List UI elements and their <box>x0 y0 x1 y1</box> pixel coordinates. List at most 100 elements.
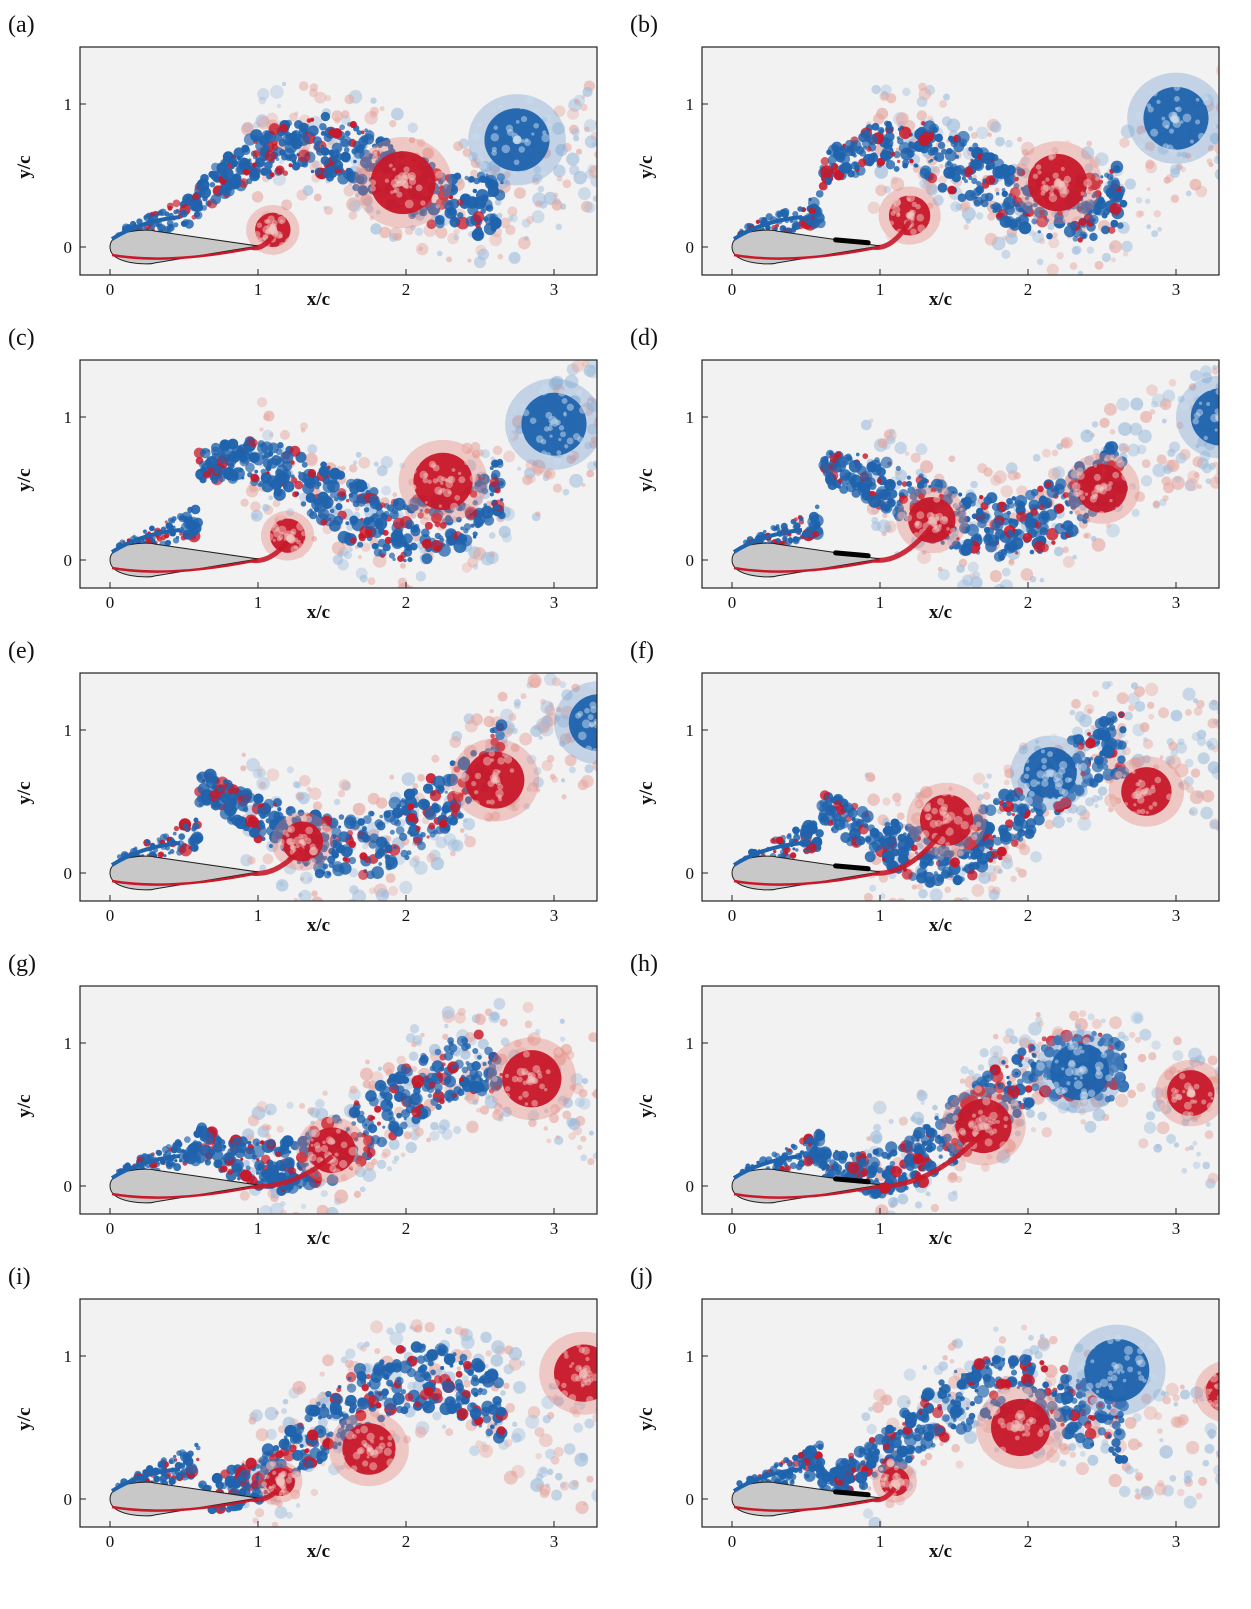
x-tick-label: 0 <box>106 906 115 925</box>
x-tick-label: 0 <box>106 280 115 299</box>
airfoil <box>731 841 881 891</box>
flap-plate <box>833 237 871 246</box>
vorticity-field <box>80 986 597 1214</box>
x-tick-label: 1 <box>876 906 885 925</box>
x-tick-label: 1 <box>876 280 885 299</box>
airfoil <box>109 841 259 891</box>
vorticity-field <box>80 360 597 588</box>
x-tick-label: 0 <box>106 593 115 612</box>
x-tick-label: 1 <box>876 593 885 612</box>
vorticity-panel: (h) 0 1 2 3 0 1 x/c y/c <box>630 951 1220 1249</box>
x-tick-label: 3 <box>550 1532 559 1551</box>
y-tick-label: 1 <box>64 95 73 114</box>
airfoil <box>109 528 259 578</box>
x-axis-label: x/c <box>929 1541 952 1562</box>
x-tick-label: 3 <box>1172 1532 1181 1551</box>
y-axis-label: y/c <box>636 781 657 804</box>
x-axis-label: x/c <box>307 1228 330 1249</box>
vorticity-field <box>702 986 1219 1214</box>
vorticity-field <box>80 673 597 901</box>
y-axis-label: y/c <box>14 1094 35 1117</box>
x-axis-label: x/c <box>307 289 330 310</box>
airfoil <box>109 1467 259 1517</box>
panel-label: (h) <box>630 951 658 977</box>
vorticity-panel: (g) 0 1 2 3 0 1 x/c y/c <box>8 951 598 1249</box>
x-tick-label: 1 <box>876 1219 885 1238</box>
y-axis-label: y/c <box>636 1407 657 1430</box>
x-tick-label: 2 <box>402 1532 411 1551</box>
y-axis-label: y/c <box>636 468 657 491</box>
y-tick-label: 0 <box>686 864 695 883</box>
x-tick-label: 2 <box>1024 906 1033 925</box>
y-tick-label: 1 <box>686 1347 695 1366</box>
x-tick-label: 0 <box>106 1219 115 1238</box>
plot-frame <box>701 1298 1220 1528</box>
vorticity-field <box>702 673 1219 901</box>
panel-label: (b) <box>630 12 658 38</box>
x-tick-label: 0 <box>728 593 737 612</box>
panel-label: (d) <box>630 325 658 351</box>
panel-label: (i) <box>8 1264 31 1290</box>
x-tick-label: 3 <box>1172 1219 1181 1238</box>
x-tick-label: 1 <box>876 1532 885 1551</box>
x-axis-label: x/c <box>307 602 330 623</box>
x-tick-label: 0 <box>728 906 737 925</box>
y-axis-label: y/c <box>14 155 35 178</box>
y-axis-label: y/c <box>636 1094 657 1117</box>
plot-frame <box>79 1298 598 1528</box>
vorticity-panel: (a) 0 1 2 3 0 1 x/c y/c <box>8 12 598 310</box>
x-axis-label: x/c <box>307 1541 330 1562</box>
y-tick-label: 1 <box>686 721 695 740</box>
y-axis-label: y/c <box>14 468 35 491</box>
x-tick-label: 3 <box>1172 906 1181 925</box>
x-tick-label: 1 <box>254 1532 263 1551</box>
x-tick-label: 1 <box>254 1219 263 1238</box>
x-tick-label: 0 <box>106 1532 115 1551</box>
vorticity-panel: (j) 0 1 2 3 0 1 x/c y/c <box>630 1264 1220 1562</box>
y-tick-label: 0 <box>686 1490 695 1509</box>
y-tick-label: 0 <box>64 551 73 570</box>
airfoil <box>731 528 881 578</box>
flap-plate <box>833 550 871 559</box>
plot-frame <box>79 359 598 589</box>
y-axis-label: y/c <box>14 1407 35 1430</box>
airfoil <box>731 1467 881 1517</box>
y-tick-label: 0 <box>64 238 73 257</box>
y-tick-label: 0 <box>64 864 73 883</box>
x-tick-label: 3 <box>550 906 559 925</box>
x-tick-label: 2 <box>1024 593 1033 612</box>
y-tick-label: 0 <box>64 1490 73 1509</box>
y-axis-label: y/c <box>636 155 657 178</box>
x-tick-label: 1 <box>254 593 263 612</box>
x-axis-label: x/c <box>929 602 952 623</box>
plot-frame <box>79 672 598 902</box>
panel-label: (j) <box>630 1264 653 1290</box>
airfoil <box>731 215 881 265</box>
x-tick-label: 3 <box>1172 280 1181 299</box>
airfoil <box>109 215 259 265</box>
flap-plate <box>833 863 871 872</box>
vorticity-panel: (c) 0 1 2 3 0 1 x/c y/c <box>8 325 598 623</box>
x-tick-label: 3 <box>550 1219 559 1238</box>
y-tick-label: 1 <box>686 95 695 114</box>
x-tick-label: 2 <box>402 593 411 612</box>
x-axis-label: x/c <box>307 915 330 936</box>
x-axis-label: x/c <box>929 289 952 310</box>
plot-frame <box>701 359 1220 589</box>
airfoil <box>731 1154 881 1204</box>
x-tick-label: 1 <box>254 906 263 925</box>
y-tick-label: 1 <box>64 721 73 740</box>
panel-label: (a) <box>8 12 35 38</box>
y-tick-label: 1 <box>64 1347 73 1366</box>
x-tick-label: 1 <box>254 280 263 299</box>
panel-label: (f) <box>630 638 654 664</box>
y-tick-label: 0 <box>686 1177 695 1196</box>
x-axis-label: x/c <box>929 1228 952 1249</box>
vorticity-field <box>80 1299 597 1527</box>
flap-plate <box>833 1489 871 1498</box>
vorticity-panel: (b) 0 1 2 3 0 1 x/c y/c <box>630 12 1220 310</box>
x-tick-label: 3 <box>550 280 559 299</box>
panel-label: (c) <box>8 325 35 351</box>
y-tick-label: 0 <box>686 551 695 570</box>
x-tick-label: 2 <box>1024 1219 1033 1238</box>
